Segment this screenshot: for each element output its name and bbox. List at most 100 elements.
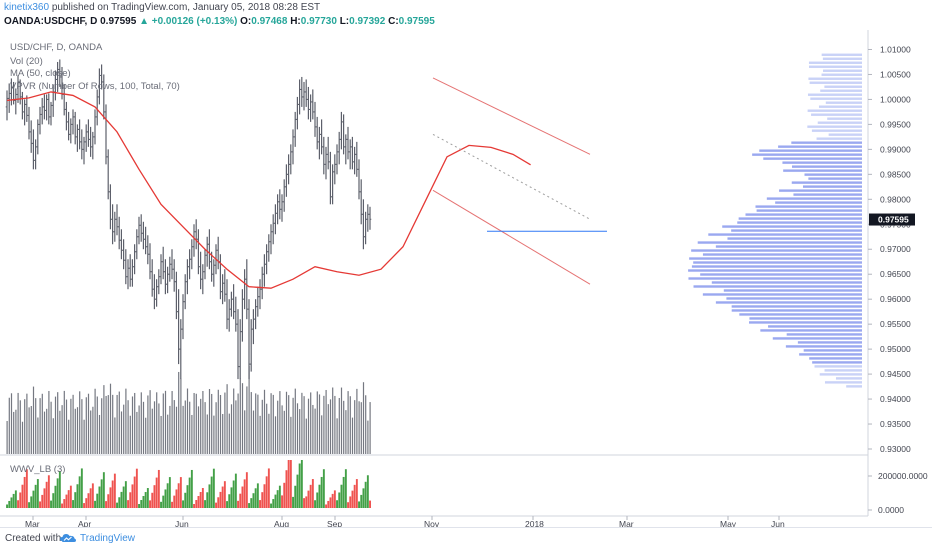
legend-volume[interactable]: Vol (20) xyxy=(10,56,43,67)
wwv-bar xyxy=(127,500,129,508)
volume-bar xyxy=(314,408,316,454)
wwv-bar xyxy=(353,484,356,508)
volume-profile-row xyxy=(688,269,862,272)
ohlc-bar xyxy=(69,118,73,144)
price-chart[interactable]: 1.01000 1.00500 1.00000 0.99500 0.99000 0.985… xyxy=(0,30,932,527)
wwv-bar xyxy=(87,493,90,508)
wwv-bar xyxy=(153,485,156,508)
volume-bar xyxy=(120,411,123,454)
volume-bar xyxy=(153,401,156,454)
ohlc-bar xyxy=(232,284,235,320)
ohlc-bar xyxy=(194,219,198,250)
wwv-bar xyxy=(109,487,112,508)
wwv-bar xyxy=(78,476,81,508)
wwv-bar xyxy=(91,483,94,508)
wwv-bar xyxy=(206,492,209,508)
tradingview-brand[interactable]: TradingView xyxy=(80,533,136,544)
volume-bar xyxy=(347,391,349,454)
wwv-bar xyxy=(94,500,96,508)
wwv-bar xyxy=(276,490,279,508)
volume-profile-row xyxy=(811,113,862,116)
volume-bar xyxy=(239,378,241,454)
wwv-bar xyxy=(342,476,345,508)
ohlc-bar xyxy=(296,96,299,130)
wwv-bar xyxy=(309,484,312,508)
symbol-name[interactable]: OANDA:USDCHF, D xyxy=(4,16,98,27)
legend-symbol[interactable]: USD/CHF, D, OANDA xyxy=(10,42,103,53)
wwv-histogram xyxy=(6,460,371,508)
volume-profile-row xyxy=(708,233,862,236)
wwv-bar xyxy=(120,491,123,508)
volume-bar xyxy=(107,395,109,454)
volume-profile-row xyxy=(797,341,862,344)
ohlc-bar xyxy=(366,204,370,232)
legend-vpvr[interactable]: VPVR (Number Of Rows, 100, Total, 70) xyxy=(10,81,180,92)
wwv-bar xyxy=(197,496,200,508)
wwv-bar xyxy=(34,484,37,508)
volume-bar xyxy=(195,393,197,454)
volume-bar xyxy=(327,404,329,454)
ohlc-bar xyxy=(190,239,194,270)
wwv-bar xyxy=(270,503,272,508)
volume-bar xyxy=(316,391,318,454)
low-label: L: xyxy=(339,16,350,27)
wwv-bar xyxy=(144,492,147,508)
wwv-bar xyxy=(322,469,325,508)
wwv-bar xyxy=(12,493,15,508)
volume-bar xyxy=(340,387,343,454)
ohlc-bar xyxy=(113,211,117,242)
volume-bar xyxy=(169,405,171,454)
volume-profile-row xyxy=(756,209,862,212)
ohlc-bar xyxy=(208,229,211,270)
ohlc-bar xyxy=(287,154,290,185)
volume-bar xyxy=(114,417,116,454)
trend-channel[interactable] xyxy=(432,77,607,285)
channel-upper-line xyxy=(432,77,591,155)
volume-bar xyxy=(226,384,228,454)
wwv-bar xyxy=(347,502,349,508)
ohlc-bar xyxy=(313,101,317,137)
author-link[interactable]: kinetix360 xyxy=(4,2,50,13)
wwv-bar xyxy=(256,483,259,508)
volume-bar xyxy=(28,407,30,454)
ohlc-bar xyxy=(38,106,42,135)
wwv-bar xyxy=(166,483,169,508)
ohlc-bar xyxy=(227,299,231,332)
volume-profile-row xyxy=(752,153,862,156)
indicator-label[interactable]: WWV_LB (3) xyxy=(10,464,66,475)
volume-profile-row xyxy=(749,321,862,324)
wwv-bar xyxy=(98,486,101,508)
ohlc-bar xyxy=(263,254,266,287)
wwv-bar xyxy=(333,490,336,508)
publish-line: kinetix360 published on TradingView.com,… xyxy=(4,2,320,13)
price-change: +0.00126 (+0.13%) xyxy=(151,16,238,27)
ohlc-bar xyxy=(221,274,224,305)
volume-bar xyxy=(6,421,8,454)
legend-ma[interactable]: MA (50, close) xyxy=(10,68,71,79)
ohlc-bar xyxy=(199,251,202,290)
wwv-bar xyxy=(43,488,46,508)
volume-bar xyxy=(103,385,105,454)
ohlc-bar xyxy=(87,119,90,147)
wwv-bar xyxy=(327,500,330,508)
volume-profile-row xyxy=(749,317,862,320)
ohlc-bar xyxy=(126,259,130,290)
ohlc-bar xyxy=(348,139,352,170)
volume-bar xyxy=(101,398,103,454)
wwv-bar xyxy=(208,484,211,508)
volume-bar xyxy=(131,396,134,454)
ohlc-bar xyxy=(318,126,321,160)
ohlc-bar xyxy=(177,289,180,365)
volume-profile-row xyxy=(723,289,862,292)
time-tick-label: Jun xyxy=(771,519,785,527)
wwv-bar xyxy=(234,473,237,508)
wwv-bar xyxy=(243,479,246,508)
volume-bar xyxy=(142,401,145,454)
volume-bar xyxy=(349,396,351,454)
ohlc-bar xyxy=(364,211,367,245)
wwv-bar xyxy=(30,496,33,508)
wwv-bar xyxy=(252,493,255,508)
volume-bar xyxy=(343,400,345,454)
wwv-bar xyxy=(8,500,11,508)
volume-bar xyxy=(35,398,37,454)
